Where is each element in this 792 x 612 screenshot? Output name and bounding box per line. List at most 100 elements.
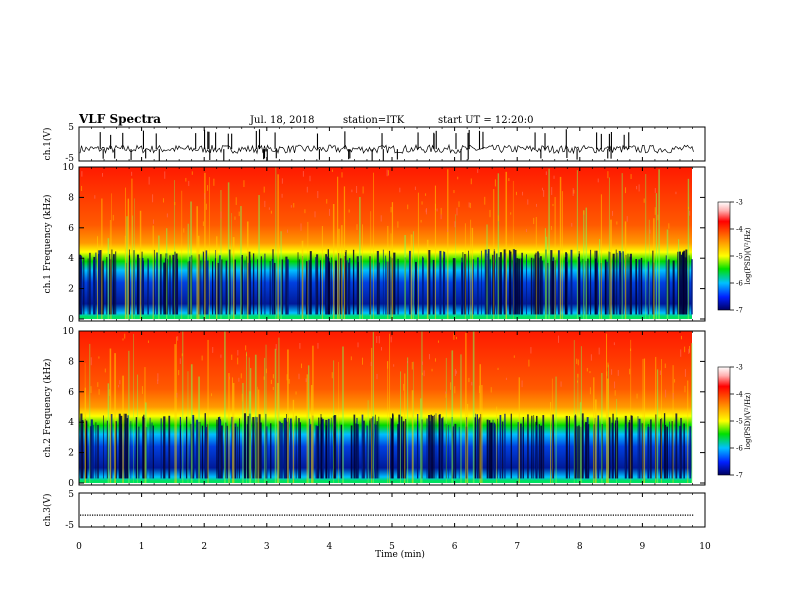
spectrogram-dark-stripe: [295, 415, 297, 479]
spectrogram-speckle: [455, 336, 457, 340]
spectrogram-speckle: [118, 385, 120, 388]
spectrogram-dark-stripe: [671, 421, 673, 479]
spectrogram-speckle: [314, 211, 316, 218]
spectrogram-speckle: [191, 171, 193, 175]
spectrogram-dark-stripe: [216, 419, 218, 479]
spectrogram-dark-stripe: [487, 249, 490, 315]
spectrogram-dark-stripe: [476, 414, 478, 479]
spectrogram-dark-stripe: [239, 418, 240, 479]
spectrogram-dark-stripe: [388, 250, 391, 315]
spectrogram-dark-stripe: [669, 421, 670, 479]
spectrogram-speckle: [431, 368, 433, 372]
spectrogram-speckle: [447, 229, 449, 233]
spectrogram-speckle: [376, 336, 378, 343]
ch1-ytick-top: 5: [68, 123, 74, 133]
spectrogram-burst: [411, 390, 414, 483]
spectrogram-burst: [174, 180, 175, 319]
spectrogram-dark-stripe: [241, 254, 243, 315]
time-axis-ticks: 0 1 2 3 4 5 6 7 8 9 10: [76, 127, 711, 552]
spectrogram-speckle: [301, 363, 303, 369]
spectrogram-dark-stripe: [95, 252, 97, 315]
spectrogram-burst: [600, 194, 602, 319]
spectrogram-speckle: [434, 358, 436, 362]
spectrogram-burst: [187, 223, 189, 319]
spectrogram-speckle: [241, 393, 243, 402]
spectrogram-dark-stripe: [586, 424, 589, 479]
spectrogram-dark-stripe: [588, 424, 590, 479]
spectrogram-speckle: [286, 374, 288, 381]
spectrogram-burst: [131, 178, 133, 319]
spectrogram-speckle: [545, 171, 547, 176]
spectrogram-dark-stripe: [679, 425, 682, 479]
frequency-tick-label: 6: [68, 388, 74, 398]
spectrogram-burst: [277, 174, 279, 319]
spectrogram-burst: [152, 225, 154, 319]
spectrogram-dark-stripe: [226, 425, 228, 479]
spectrogram-dark-stripe: [408, 250, 411, 315]
spectrogram-dark-stripe: [97, 254, 100, 315]
spectrogram-burst: [338, 228, 340, 319]
spectrogram-dark-stripe: [244, 260, 246, 315]
spectrogram-dark-stripe: [243, 413, 247, 479]
spectrogram-speckle: [350, 356, 352, 361]
spectrogram-dark-stripe: [205, 426, 208, 479]
spectrogram-dark-stripe: [611, 422, 613, 479]
spectrogram-dark-stripe: [575, 414, 577, 479]
spectrogram-speckle: [272, 386, 274, 390]
spectrogram-burst: [254, 354, 257, 483]
spectrogram-burst: [666, 229, 669, 319]
spectrogram-speckle: [458, 201, 460, 207]
spectrogram-speckle: [680, 349, 682, 357]
spectrogram-speckle: [508, 178, 510, 182]
spectrogram-burst: [196, 206, 198, 319]
spectrogram-burst: [341, 225, 343, 319]
spectrogram-burst: [158, 235, 160, 319]
spectrogram-speckle: [497, 367, 499, 370]
spectrogram-dark-stripe: [438, 414, 440, 479]
spectrogram-dark-stripe: [375, 424, 377, 479]
spectrogram-speckle: [147, 340, 149, 343]
spectrogram-speckle: [597, 178, 599, 183]
spectrogram-speckle: [586, 368, 588, 372]
spectrogram-dark-stripe: [357, 424, 359, 479]
spectrogram-dark-stripe: [109, 254, 111, 315]
frequency-tick-label: 10: [63, 163, 75, 173]
spectrogram-speckle: [453, 190, 455, 194]
station-label: station=ITK: [343, 115, 405, 126]
spectrogram-speckle: [456, 207, 458, 216]
spectrogram-burst: [621, 173, 623, 319]
spectrogram-dark-stripe: [431, 415, 434, 479]
spectrogram-dark-stripe: [454, 258, 456, 315]
spectrogram-speckle: [387, 170, 389, 176]
spectrogram-burst: [505, 171, 508, 319]
spectrogram-speckle: [665, 389, 667, 398]
spectrogram-dark-stripe: [417, 414, 419, 479]
spectrogram-dark-stripe: [390, 418, 393, 479]
spectrogram-speckle: [489, 209, 491, 218]
spectrogram-burst: [577, 373, 579, 483]
spectrogram-burst: [242, 383, 244, 483]
spectrogram-dark-stripe: [333, 415, 336, 479]
spectrogram-dark-stripe: [577, 256, 580, 315]
frequency-tick-label: 4: [68, 254, 74, 264]
spectrogram-speckle: [386, 169, 388, 177]
spectrogram-speckle: [246, 353, 248, 357]
spectrogram-burst: [389, 333, 391, 483]
spectrogram-dark-stripe: [205, 250, 208, 315]
spectrogram-speckle: [659, 370, 661, 375]
spectrogram-dark-stripe: [128, 255, 130, 315]
spectrogram-dark-stripe: [201, 425, 204, 479]
spectrogram-burst: [518, 377, 520, 483]
colorbar-tick-label: -4: [736, 226, 743, 234]
spectrogram-dark-stripe: [286, 259, 289, 315]
spectrogram-speckle: [598, 347, 600, 355]
spectrogram-dark-stripe: [682, 251, 685, 315]
spectrogram-speckle: [309, 175, 311, 182]
spectrogram-burst: [421, 331, 423, 483]
spectrogram-dark-stripe: [667, 259, 670, 315]
ch1-spectrogram-ylabel: ch.1 Frequency (kHz): [42, 195, 53, 294]
spectrogram-speckle: [583, 210, 585, 215]
spectrogram-dark-stripe: [629, 253, 632, 315]
spectrogram-burst: [481, 385, 483, 483]
time-tick-label: 8: [577, 542, 583, 552]
